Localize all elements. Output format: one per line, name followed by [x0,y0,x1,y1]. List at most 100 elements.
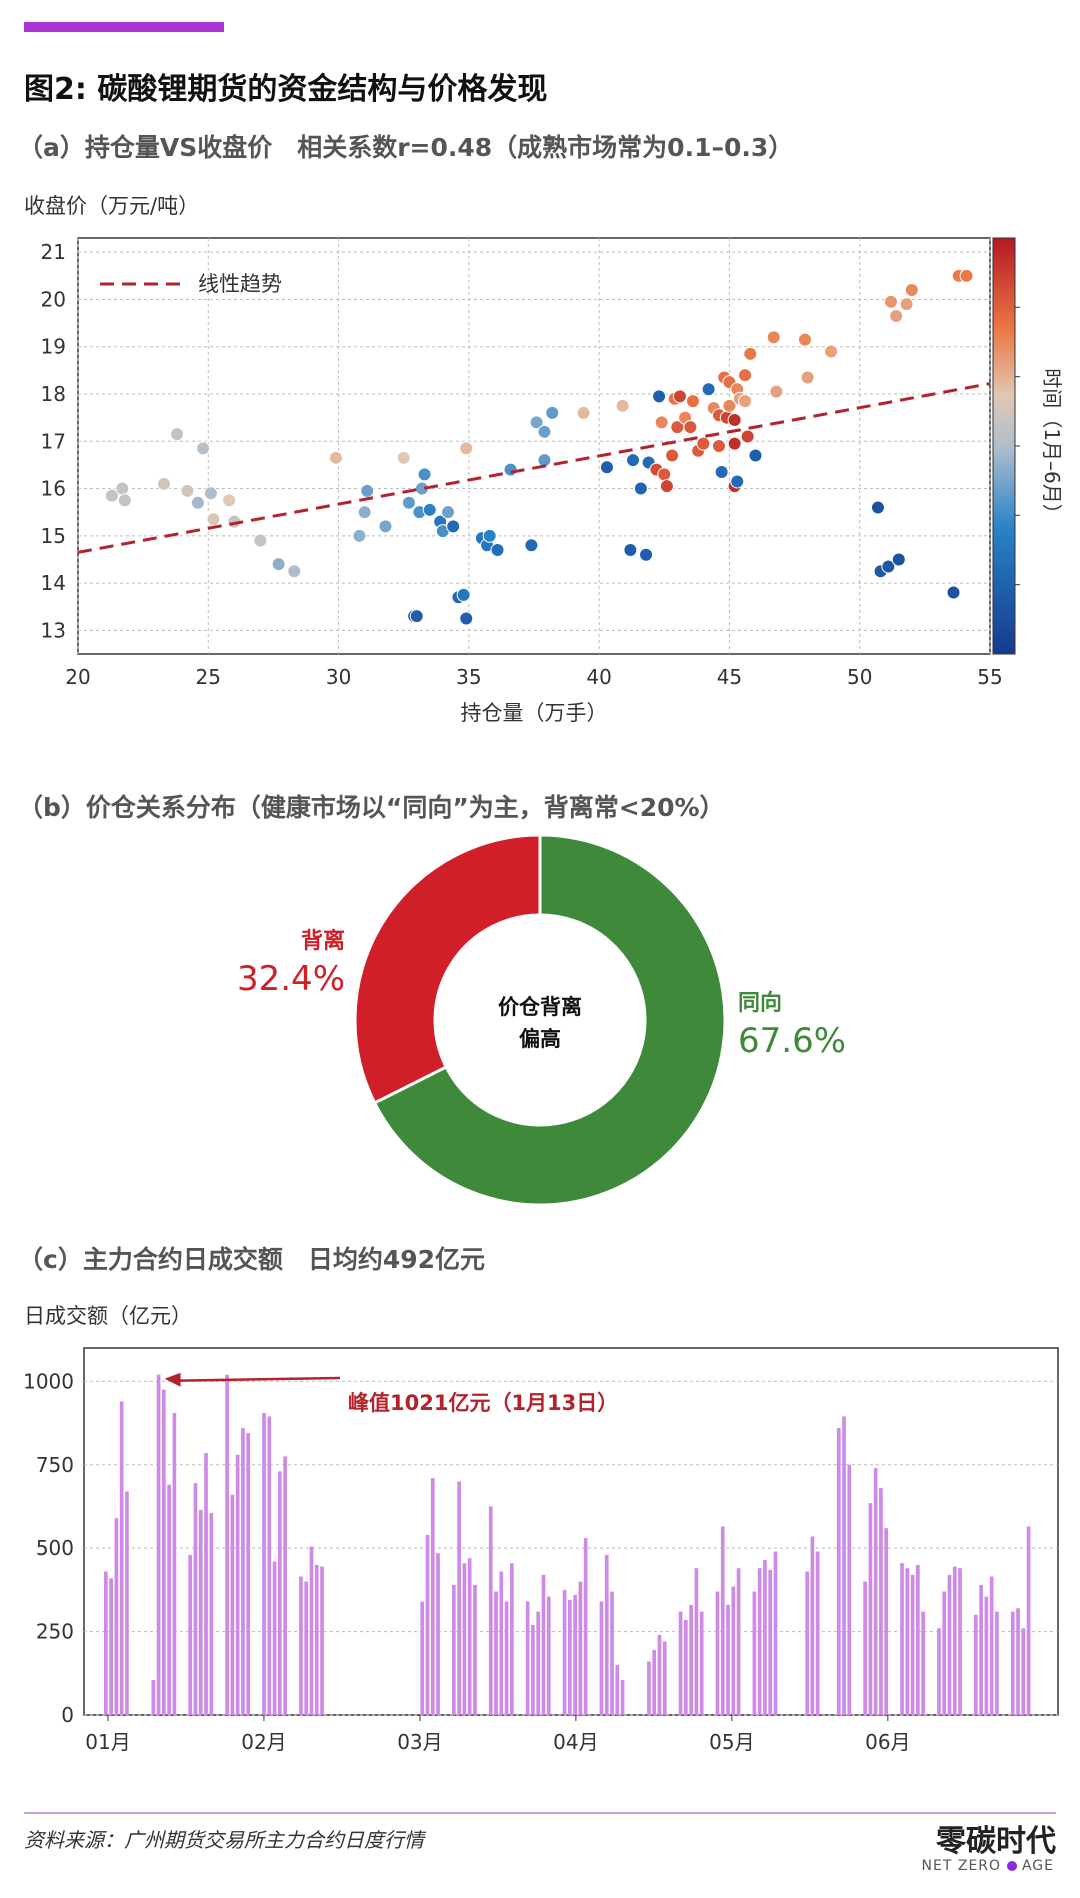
bar [156,1374,161,1715]
source-note: 资料来源：广州期货交易所主力合约日度行情 [24,1828,424,1852]
scatter-point [712,439,727,453]
y-tick-label: 17 [41,429,66,453]
bar [230,1494,235,1715]
y-tick-label: 500 [36,1536,74,1560]
bar [699,1611,704,1715]
panel-c-ylabel: 日成交额（亿元） [24,1304,192,1328]
bar [246,1433,251,1715]
bar [278,1471,282,1715]
bar [204,1453,208,1715]
scatter-point [190,495,205,510]
scatter-point [529,415,544,430]
bar [942,1591,947,1715]
colorbar-label: 时间（1月–6月） [1040,368,1064,523]
bar [241,1428,245,1715]
bar [694,1568,699,1715]
bar [1010,1611,1015,1715]
scatter-point [738,394,753,409]
bar [457,1481,461,1715]
scatter-point [401,495,416,510]
scatter-point [357,505,372,520]
scatter-point [396,450,411,465]
bar [604,1554,609,1715]
scatter-point [446,519,461,534]
scatter-point [490,543,505,557]
bar [884,1528,889,1715]
bar [599,1601,604,1715]
bar [773,1551,778,1715]
bar [299,1576,303,1715]
bar [662,1641,667,1715]
scatter-point [456,587,471,602]
bar [436,1553,440,1715]
scatter-point [904,283,919,297]
bar [757,1568,762,1715]
bar [815,1551,820,1715]
bar [494,1591,498,1715]
bar [731,1586,736,1715]
scatter-point [253,533,268,548]
scatter-point [170,427,185,442]
scatter-point [883,294,898,309]
scatter-point [537,424,552,439]
bar [425,1534,430,1715]
colorbar [992,237,1016,655]
bar [657,1634,662,1715]
annotation-arrow [172,1376,341,1382]
bar [167,1484,171,1715]
scatter-point [959,268,974,283]
x-tick-label: 25 [196,665,221,689]
bar [720,1526,725,1715]
bar [467,1558,472,1715]
scatter-point [206,512,221,527]
bar [900,1563,904,1715]
x-tick-label: 01月 [85,1730,130,1754]
scatter-point [459,611,474,626]
bar [104,1571,108,1715]
bar [525,1601,530,1715]
slice-label-same: 同向 [738,990,782,1016]
bar [541,1574,546,1715]
bar [974,1614,978,1715]
panel-a-ylabel: 收盘价（万元/吨） [24,194,200,218]
x-tick-label: 02月 [241,1730,286,1754]
bar [916,1564,920,1715]
bar [989,1576,994,1715]
bar [752,1591,757,1715]
scatter-point [203,486,218,501]
bar [151,1679,156,1715]
brand-tagline: NET ZERO AGE [921,1858,1054,1874]
x-tick-label: 04月 [553,1730,598,1754]
bar [873,1468,878,1715]
scatter-point [599,460,614,475]
bar [868,1503,873,1715]
y-tick-label: 20 [41,287,66,311]
bar [504,1601,509,1715]
scatter-point [441,505,456,520]
x-tick-label: 45 [717,665,742,689]
bar [109,1578,113,1715]
scatter-point [659,479,674,494]
scatter-point [156,476,171,491]
scatter-point [524,538,539,553]
x-tick-label: 30 [326,665,351,689]
bar [763,1559,767,1715]
bar [995,1611,999,1715]
scatter-point [946,585,961,600]
scatter-point [701,382,716,397]
bar [578,1581,583,1715]
scatter-point [352,528,367,543]
bar [910,1574,915,1715]
y-tick-label: 1000 [23,1369,74,1393]
scatter-point [766,330,781,345]
scatter-point [482,528,497,543]
scatter-point [615,398,630,413]
bar [304,1581,309,1715]
donut-slice-diverge [353,833,542,1105]
bar [430,1478,435,1715]
donut-center-line2: 偏高 [519,1027,561,1051]
scatter-point [180,483,195,498]
bar [979,1584,983,1715]
panel-a-title: （a）持仓量VS收盘价 相关系数r=0.48（成熟市场常为0.1–0.3） [18,133,794,162]
slice-value-same: 67.6% [738,1021,846,1061]
